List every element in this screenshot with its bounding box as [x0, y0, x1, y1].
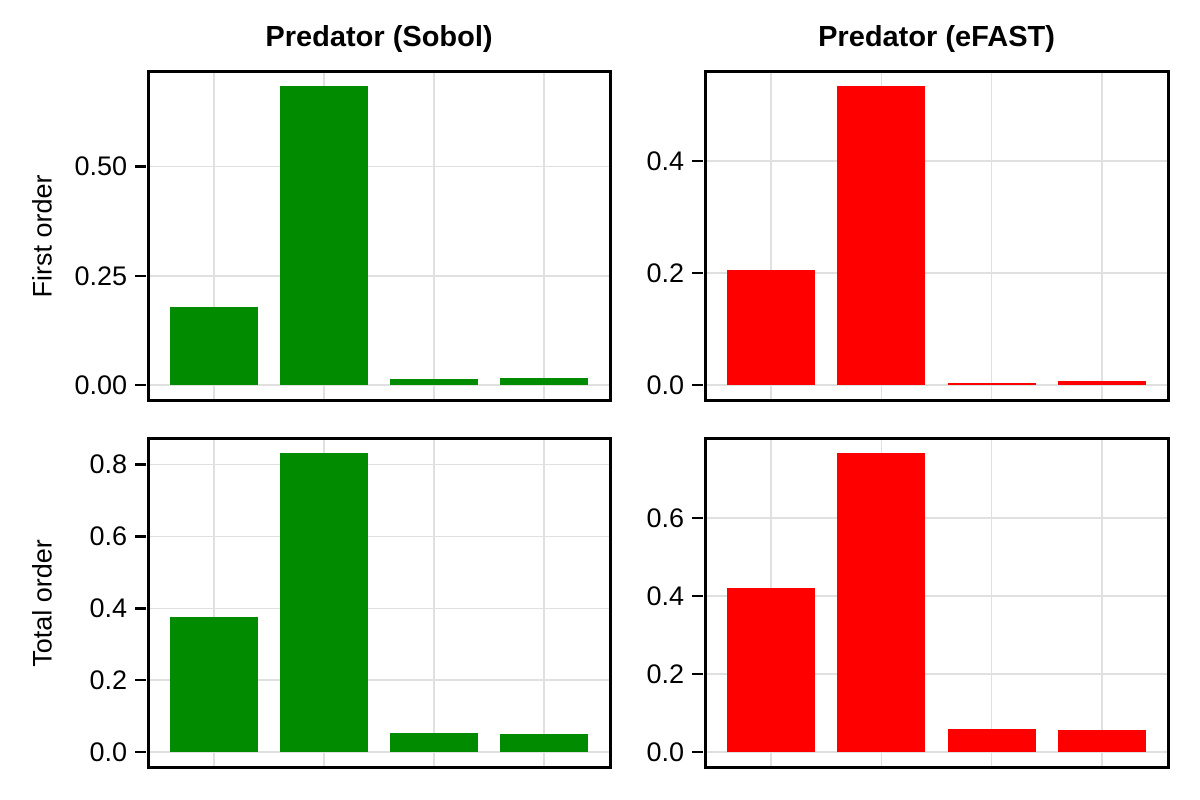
y-axis-title-first-order: First order — [27, 174, 57, 298]
bar — [1057, 381, 1146, 386]
gridline-horizontal — [705, 160, 1168, 162]
gridline-horizontal — [705, 595, 1168, 597]
bar — [1057, 729, 1146, 753]
y-tick-mark — [692, 383, 703, 387]
gridline-horizontal — [148, 275, 610, 277]
y-tick-mark — [692, 159, 703, 163]
y-tick-label: 0.0 — [646, 737, 684, 768]
gridline-horizontal — [148, 384, 610, 386]
gridline-vertical — [543, 438, 545, 767]
bar — [837, 86, 926, 386]
gridline-horizontal — [148, 165, 610, 168]
gridline-vertical — [433, 438, 435, 767]
y-tick-label: 0.0 — [646, 370, 684, 401]
y-tick-label: 0.2 — [646, 658, 684, 689]
y-tick-label: 0.2 — [89, 665, 127, 696]
gridline-horizontal — [705, 673, 1168, 675]
y-tick-mark — [135, 535, 146, 538]
bar — [947, 729, 1036, 753]
y-tick-label: 0.2 — [646, 258, 684, 289]
gridline-vertical — [990, 71, 993, 400]
y-tick-label: 0.6 — [646, 502, 684, 533]
bar — [390, 378, 478, 386]
y-tick-mark — [135, 750, 146, 754]
gridline-horizontal — [705, 272, 1168, 274]
gridline-horizontal — [148, 751, 610, 753]
gridline-horizontal — [148, 679, 610, 681]
gridline-horizontal — [705, 751, 1168, 753]
chart-title-predator-sobol: Predator (Sobol) — [265, 21, 493, 53]
bar — [280, 86, 368, 386]
y-tick-label: 0.00 — [74, 370, 127, 401]
y-tick-label: 0.6 — [89, 521, 127, 552]
bar — [837, 452, 926, 753]
bar — [170, 306, 258, 386]
gridline-vertical — [1101, 438, 1103, 767]
gridline-horizontal — [148, 463, 610, 466]
y-tick-label: 0.50 — [74, 151, 127, 182]
bar — [727, 587, 816, 753]
bar — [390, 732, 478, 753]
y-tick-mark — [692, 516, 703, 520]
y-tick-mark — [135, 274, 146, 278]
panel-border — [146, 70, 612, 402]
panel-border — [703, 436, 1170, 769]
y-tick-label: 0.25 — [74, 260, 127, 291]
y-tick-mark — [135, 463, 146, 466]
gridline-vertical — [213, 71, 215, 400]
y-tick-mark — [135, 165, 146, 168]
gridline-vertical — [213, 438, 215, 767]
bar — [947, 382, 1036, 386]
gridline-horizontal — [148, 535, 610, 538]
bar — [727, 270, 816, 386]
bar — [170, 616, 258, 753]
gridline-vertical — [433, 71, 435, 400]
bar — [500, 733, 588, 753]
gridline-vertical — [1101, 71, 1103, 400]
y-tick-label: 0.0 — [89, 737, 127, 768]
y-tick-label: 0.4 — [89, 593, 127, 624]
gridline-vertical — [990, 438, 993, 767]
y-tick-mark — [135, 607, 146, 610]
bar — [280, 452, 368, 753]
bar — [500, 377, 588, 386]
y-tick-mark — [692, 672, 703, 676]
panel-border — [146, 436, 612, 769]
y-tick-label: 0.4 — [646, 580, 684, 611]
y-tick-mark — [692, 594, 703, 598]
gridline-horizontal — [705, 384, 1168, 386]
y-tick-mark — [692, 271, 703, 275]
y-tick-mark — [135, 678, 146, 682]
gridline-vertical — [770, 71, 772, 400]
y-tick-label: 0.4 — [646, 145, 684, 176]
y-tick-label: 0.8 — [89, 449, 127, 480]
y-tick-mark — [692, 750, 703, 754]
gridline-horizontal — [148, 607, 610, 609]
gridline-horizontal — [705, 517, 1168, 519]
chart-title-predator-efast: Predator (eFAST) — [818, 21, 1055, 53]
gridline-vertical — [543, 71, 545, 400]
panel-border — [703, 70, 1170, 402]
y-tick-mark — [135, 383, 146, 387]
